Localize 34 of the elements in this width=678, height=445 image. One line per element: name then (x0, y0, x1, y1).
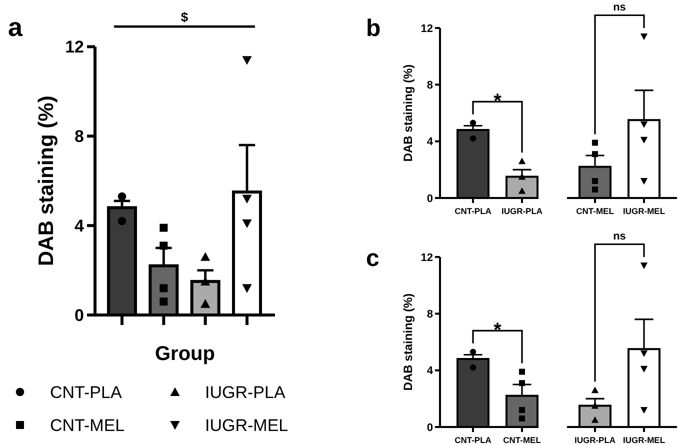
y-tick-label: 0 (74, 306, 84, 325)
x-tick-label: IUGR-MEL (622, 435, 666, 445)
chart-title: b (366, 15, 381, 42)
y-tick-label: 4 (426, 365, 434, 378)
x-axis-title: Group (155, 343, 215, 365)
x-tick-label: CNT-PLA (454, 206, 492, 216)
legend-label: IUGR-PLA (205, 382, 286, 402)
x-tick-label: IUGR-PLA (574, 435, 616, 445)
y-tick-label: 8 (426, 80, 433, 92)
legend-label: CNT-PLA (50, 382, 122, 402)
chart-title: c (366, 245, 380, 272)
text: $ (180, 10, 189, 25)
y-tick-label: 0 (426, 192, 433, 205)
x-tick-label: IUGR-MEL (622, 206, 666, 216)
y-tick-label: 4 (74, 216, 85, 236)
annotation: * (494, 320, 502, 342)
y-tick-label: 12 (65, 38, 84, 57)
annotation: * (494, 90, 502, 113)
chart-title: a (8, 12, 23, 42)
text: ns (613, 230, 626, 242)
y-axis-title: DAB staining (%) (35, 96, 58, 266)
y-tick-label: 4 (426, 136, 434, 148)
x-tick-label: CNT-MEL (576, 206, 614, 216)
x-tick-label: IUGR-PLA (501, 206, 543, 216)
y-tick-label: 8 (74, 127, 84, 146)
y-tick-label: 0 (426, 422, 433, 434)
y-axis-title: DAB staining (%) (401, 64, 415, 162)
y-axis-title: DAB staining (%) (401, 293, 415, 391)
y-tick-label: 12 (420, 252, 433, 264)
y-tick-label: 8 (426, 308, 433, 321)
x-tick-label: CNT-MEL (503, 435, 541, 445)
y-tick-label: 12 (420, 22, 433, 35)
text: ns (613, 1, 626, 14)
x-tick-label: CNT-PLA (454, 435, 492, 445)
